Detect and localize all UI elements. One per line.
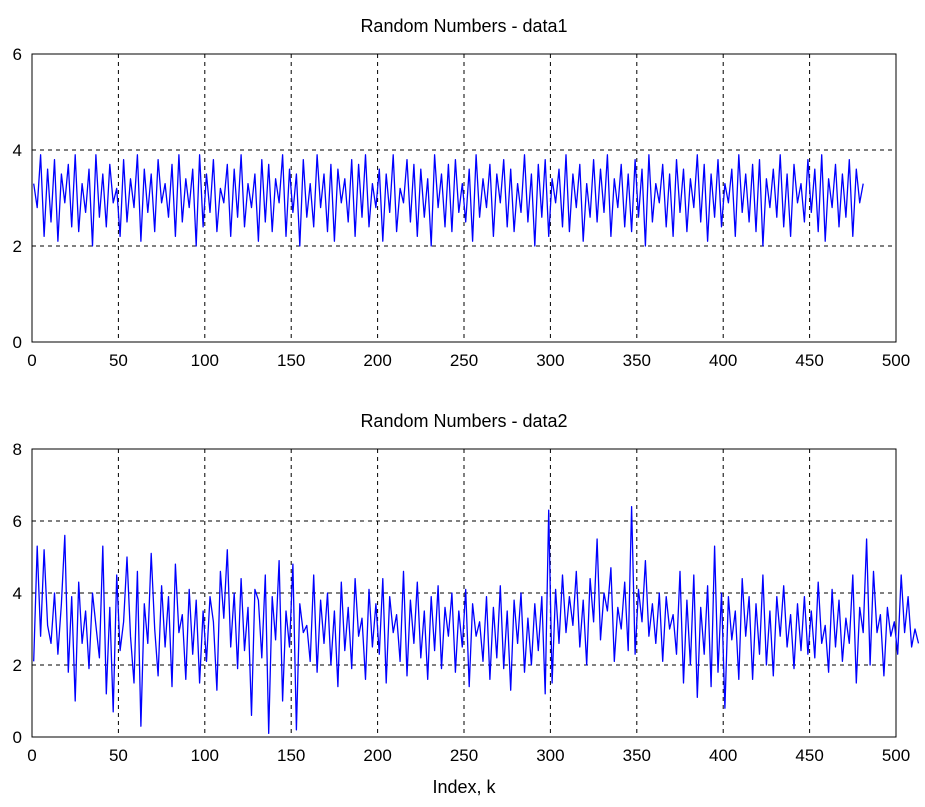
x-tick-label: 400: [709, 746, 737, 765]
x-tick-label: 200: [363, 746, 391, 765]
y-tick-label: 2: [13, 656, 22, 675]
y-tick-label: 0: [13, 333, 22, 352]
y-tick-label: 4: [13, 584, 22, 603]
x-tick-label: 500: [882, 351, 910, 370]
x-tick-label: 50: [109, 351, 128, 370]
x-tick-label: 400: [709, 351, 737, 370]
x-tick-label: 150: [277, 746, 305, 765]
y-tick-label: 6: [13, 45, 22, 64]
chart-title: Random Numbers - data2: [360, 411, 567, 431]
x-tick-label: 50: [109, 746, 128, 765]
x-axis-label: Index, k: [432, 777, 496, 797]
x-tick-label: 450: [795, 746, 823, 765]
subplot-data1: 0 50 100 150 200 250 300 350 400 450 500 0 2 4 6 Random…: [13, 16, 911, 370]
x-tick-label: 100: [191, 746, 219, 765]
y-tick-label: 2: [13, 237, 22, 256]
x-tick-label: 450: [795, 351, 823, 370]
x-tick-label: 350: [623, 351, 651, 370]
chart-title: Random Numbers - data1: [360, 16, 567, 36]
x-tick-label: 200: [363, 351, 391, 370]
y-tick-label: 0: [13, 728, 22, 747]
x-tick-label: 0: [27, 351, 36, 370]
y-tick-label: 6: [13, 512, 22, 531]
x-tick-label: 250: [450, 746, 478, 765]
series-line: [33, 154, 864, 247]
y-tick-label: 4: [13, 141, 22, 160]
x-tick-label: 100: [191, 351, 219, 370]
series-line: [33, 505, 920, 735]
x-tick-label: 0: [27, 746, 36, 765]
x-tick-label: 350: [623, 746, 651, 765]
y-tick-label: 8: [13, 440, 22, 459]
subplot-data2: 0 50 100 150 200 250 300 350 400 450 500 0 2 4 6 8 Rando…: [13, 411, 920, 797]
x-tick-label: 300: [536, 351, 564, 370]
x-tick-label: 150: [277, 351, 305, 370]
x-tick-label: 500: [882, 746, 910, 765]
x-tick-label: 250: [450, 351, 478, 370]
x-tick-label: 300: [536, 746, 564, 765]
